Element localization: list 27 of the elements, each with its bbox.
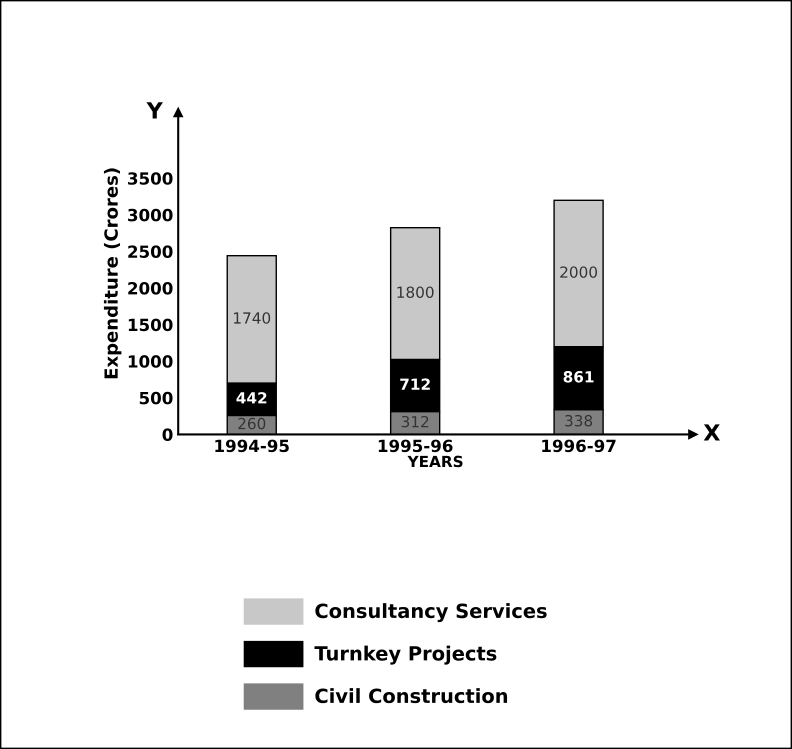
y-tick-label: 3500 [128, 172, 173, 185]
y-tick-label: 2000 [128, 282, 173, 295]
data-label: 1800 [397, 286, 434, 298]
text: X [704, 424, 720, 441]
data-label: 338 [565, 414, 592, 426]
x-tick-label: 1994-95 [215, 440, 289, 452]
y-tick-label: 2500 [128, 245, 173, 258]
y-tick-label: 0 [162, 428, 173, 441]
x-axis-title: YEARS [407, 456, 463, 468]
y-tick-label: 500 [140, 392, 173, 404]
x-tick-label: 1996-97 [542, 440, 616, 452]
legend-label: Turnkey Projects [314, 646, 496, 665]
y-tick-label: 1500 [128, 318, 173, 332]
legend-label: Consultancy Services [315, 603, 547, 622]
data-label: 2000 [560, 266, 598, 278]
data-label: 712 [400, 378, 430, 390]
y-tick-label: 3000 [128, 208, 173, 222]
y-tick-label: 1000 [128, 355, 173, 368]
text: Y [146, 102, 163, 118]
data-label: 260 [238, 418, 266, 430]
y-axis-title: Expenditure (Crores) [104, 168, 122, 378]
data-label: 861 [564, 371, 594, 383]
data-label: 312 [402, 416, 428, 428]
legend-label: Civil Construction [315, 688, 508, 704]
data-label: 1740 [234, 312, 270, 324]
x-tick-label: 1995-96 [378, 440, 453, 452]
data-label: 442 [236, 392, 266, 404]
